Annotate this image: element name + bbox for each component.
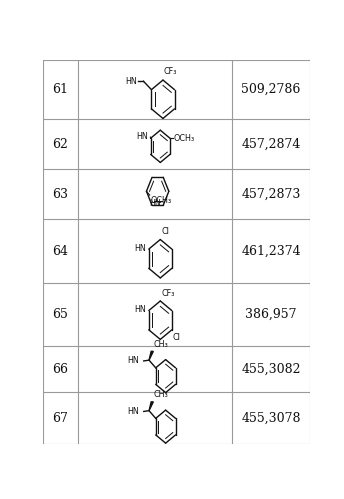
Text: 62: 62 — [52, 138, 68, 151]
Text: CF₃: CF₃ — [164, 67, 177, 76]
Text: 455,3078: 455,3078 — [241, 412, 301, 425]
Text: HN: HN — [127, 356, 139, 365]
Text: 61: 61 — [52, 83, 68, 96]
Text: CH₃: CH₃ — [153, 340, 168, 349]
Text: HN: HN — [127, 407, 139, 416]
Text: 63: 63 — [52, 188, 68, 201]
Text: 509,2786: 509,2786 — [241, 83, 301, 96]
Text: HN: HN — [125, 77, 137, 86]
Text: OCH₃: OCH₃ — [150, 196, 172, 205]
Text: HN: HN — [136, 132, 148, 141]
Polygon shape — [149, 402, 153, 411]
Text: 65: 65 — [52, 308, 68, 321]
Text: HN: HN — [134, 244, 146, 253]
Text: CH₃: CH₃ — [153, 390, 168, 399]
Text: 457,2874: 457,2874 — [241, 138, 301, 151]
Text: 66: 66 — [52, 363, 68, 376]
Text: Cl: Cl — [173, 333, 181, 342]
Text: 455,3082: 455,3082 — [241, 363, 301, 376]
Text: Cl: Cl — [161, 227, 169, 236]
Text: 461,2374: 461,2374 — [241, 245, 301, 257]
Text: 386,957: 386,957 — [245, 308, 297, 321]
Text: 67: 67 — [52, 412, 68, 425]
Text: HN: HN — [149, 199, 161, 208]
Text: 64: 64 — [52, 245, 68, 257]
Text: HN: HN — [134, 305, 146, 314]
Text: CF₃: CF₃ — [161, 288, 175, 297]
Text: OCH₃: OCH₃ — [174, 134, 195, 143]
Polygon shape — [149, 351, 153, 360]
Text: 457,2873: 457,2873 — [241, 188, 301, 201]
